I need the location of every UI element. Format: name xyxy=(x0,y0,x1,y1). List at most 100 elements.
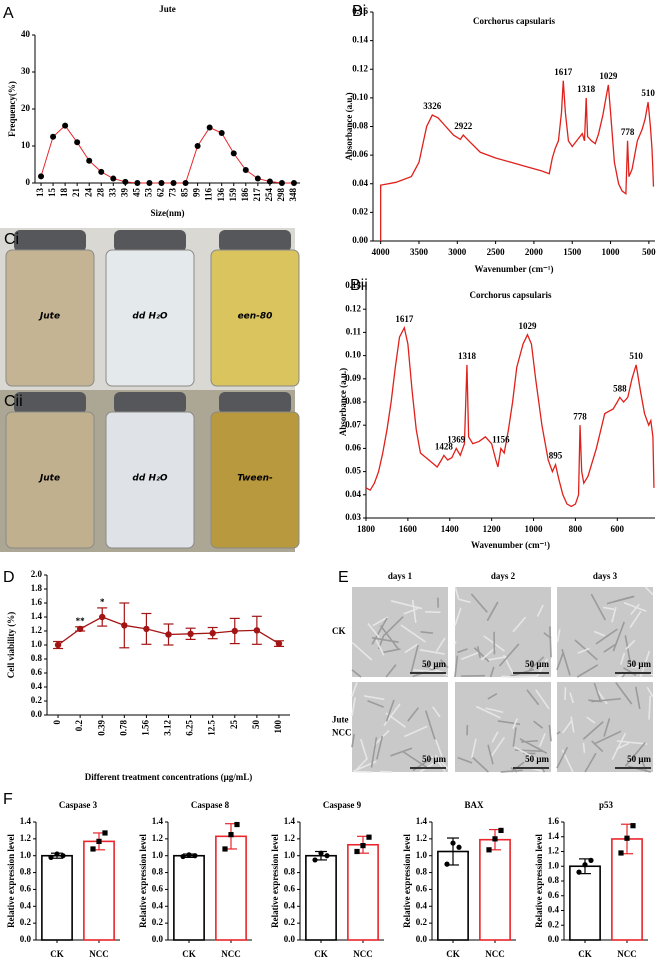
cell-texture xyxy=(351,733,356,748)
peak-label: 1369 xyxy=(447,434,466,444)
cell-texture xyxy=(595,628,618,645)
cell-texture xyxy=(497,720,521,726)
panel-label: Bii xyxy=(350,277,368,294)
cell-texture xyxy=(454,607,462,626)
cell-texture xyxy=(404,725,428,738)
x-tick-label: 2500 xyxy=(487,247,506,257)
cell-texture xyxy=(603,718,611,737)
cell-texture xyxy=(420,631,433,634)
data-point xyxy=(187,630,194,637)
cell-texture xyxy=(475,705,501,719)
y-tick-label: 0.4 xyxy=(31,681,43,691)
bar xyxy=(83,840,115,941)
cell-texture xyxy=(487,693,498,700)
y-tick-label: 0.2 xyxy=(152,917,164,927)
cell-texture xyxy=(487,744,494,765)
data-line xyxy=(365,325,655,508)
data-point xyxy=(275,640,283,647)
peak-label: 3326 xyxy=(423,101,442,111)
chart-title: Caspase 3 xyxy=(59,800,98,810)
cell-texture xyxy=(424,710,436,740)
cell-texture xyxy=(644,586,654,596)
y-tick-label: 1.2 xyxy=(152,833,164,843)
data-point xyxy=(206,124,213,131)
peak-label: 2922 xyxy=(454,121,473,131)
cell-texture xyxy=(454,655,459,678)
x-tick-label: 50 xyxy=(251,720,261,730)
bar xyxy=(347,843,379,941)
vial-label: een-80 xyxy=(238,312,273,322)
x-tick-label: 18 xyxy=(59,188,69,198)
cell-texture xyxy=(413,669,443,673)
cell-image: 50 μm xyxy=(351,587,449,678)
cell-texture xyxy=(535,689,550,710)
x-tick-label: 3500 xyxy=(410,247,429,257)
data-line xyxy=(40,124,294,184)
peak-label: 510 xyxy=(641,88,655,98)
column-label: days 3 xyxy=(593,571,618,581)
cell-texture xyxy=(512,718,518,729)
column-label: days 2 xyxy=(491,571,516,581)
y-tick-label: 0.6 xyxy=(548,890,560,900)
cell-texture xyxy=(640,758,648,773)
y-tick-label: 1.8 xyxy=(31,583,43,593)
x-tick-label: 15 xyxy=(47,188,57,198)
y-axis-label: Relative expression level xyxy=(534,834,544,928)
scale-bar-label: 50 μm xyxy=(627,754,651,764)
scale-bar-label: 50 μm xyxy=(525,754,549,764)
panel-label: Bi xyxy=(352,3,366,20)
cell-texture xyxy=(648,695,651,720)
data-point xyxy=(134,180,141,186)
data-line xyxy=(380,80,655,241)
data-point xyxy=(318,850,324,856)
x-tick-label: 254 xyxy=(264,188,274,202)
vial-cap xyxy=(219,230,291,252)
y-tick-label: 0.8 xyxy=(548,875,560,885)
cell-texture xyxy=(410,644,419,675)
cell-texture xyxy=(549,626,552,658)
cell-texture xyxy=(611,607,617,623)
y-axis-label: Absorbance (a.u.) xyxy=(344,92,354,160)
cell-texture xyxy=(419,649,445,655)
cell-texture xyxy=(564,687,567,700)
cell-texture xyxy=(372,616,389,627)
column-label: days 1 xyxy=(388,571,413,581)
x-tick-label: 1000 xyxy=(525,524,544,534)
x-tick-label: 348 xyxy=(288,188,298,202)
cell-texture xyxy=(472,756,489,773)
cell-texture xyxy=(353,757,369,773)
cell-texture xyxy=(351,697,356,717)
peak-label: 1029 xyxy=(599,71,618,81)
cell-texture xyxy=(486,601,499,622)
cell-texture xyxy=(603,642,617,653)
y-tick-label: 0.8 xyxy=(416,867,428,877)
cell-texture xyxy=(454,587,460,600)
cell-texture xyxy=(457,756,473,764)
x-tick-label: 4000 xyxy=(372,247,391,257)
data-point xyxy=(102,830,108,836)
x-tick-label: CK xyxy=(50,949,64,959)
data-point xyxy=(498,827,504,834)
x-tick-label: 2000 xyxy=(525,247,544,257)
vial-body xyxy=(5,249,95,387)
data-point xyxy=(444,861,450,867)
cell-texture xyxy=(375,639,385,656)
data-point xyxy=(324,853,330,859)
x-tick-label: 6.25 xyxy=(185,720,195,736)
cell-texture xyxy=(498,643,520,667)
bar xyxy=(215,835,247,941)
peak-label: 1617 xyxy=(554,67,573,77)
data-point xyxy=(143,625,150,633)
vial-cap xyxy=(14,230,86,252)
cell-image: 50 μm xyxy=(455,682,552,773)
y-tick-label: 1.0 xyxy=(20,850,32,860)
cell-image: 50 μm xyxy=(454,587,552,678)
y-tick-label: 30 xyxy=(21,66,31,76)
y-tick-label: 0.13 xyxy=(345,280,361,290)
y-axis-label: Relative expression level xyxy=(6,834,16,928)
data-point xyxy=(492,836,498,842)
y-axis-label: Cell viability (%) xyxy=(6,612,16,679)
cell-texture xyxy=(400,624,426,643)
cell-texture xyxy=(535,658,549,678)
data-point xyxy=(253,627,261,634)
